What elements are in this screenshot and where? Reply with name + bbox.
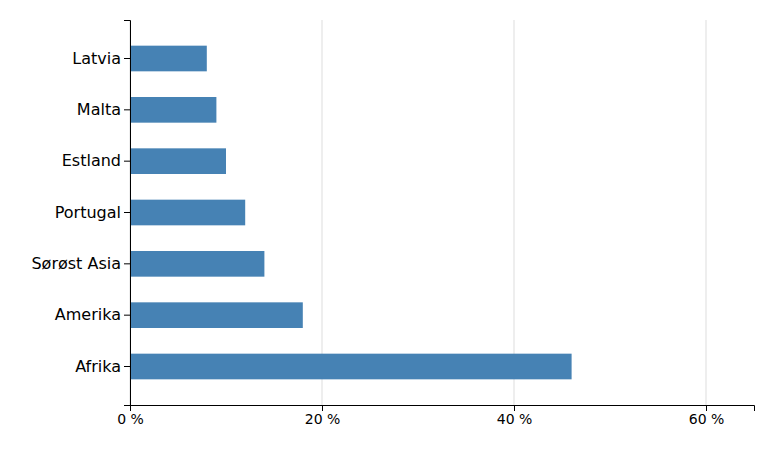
chart-container: 0 % 20 % 40 % 60 % Latvia Malta Estland Portuga…	[0, 0, 784, 450]
y-tick-label: Estland	[62, 151, 121, 170]
x-tick-label: 40 %	[497, 411, 533, 427]
y-tick-mark	[124, 212, 130, 213]
bar	[130, 251, 264, 277]
x-tick-label: 0 %	[117, 411, 144, 427]
x-tick: 0 %	[117, 405, 144, 427]
bar	[130, 148, 226, 174]
y-tick-mark	[124, 109, 130, 110]
bar	[130, 302, 303, 328]
y-tick-mark	[124, 161, 130, 162]
y-tick-label: Sørøst Asia	[31, 254, 121, 273]
y-axis: Latvia Malta Estland Portugal Sørøst Asia Ame…	[31, 21, 130, 406]
x-tick: 60 %	[689, 405, 725, 427]
x-tick-label: 20 %	[305, 411, 341, 427]
x-axis-line	[131, 406, 755, 412]
y-tick-label: Latvia	[72, 49, 121, 68]
y-tick: Estland	[62, 151, 130, 170]
grid	[130, 20, 706, 405]
grid-line	[322, 20, 323, 405]
y-tick: Portugal	[55, 203, 130, 222]
bar	[130, 46, 207, 72]
y-tick-label: Portugal	[55, 203, 121, 222]
y-tick: Sørøst Asia	[31, 254, 130, 273]
y-tick-mark	[124, 58, 130, 59]
plot-area: 0 % 20 % 40 % 60 % Latvia Malta Estland Portuga…	[31, 20, 754, 427]
y-tick-label: Malta	[77, 100, 121, 119]
bar	[130, 200, 245, 226]
y-tick: Afrika	[75, 357, 130, 376]
x-axis: 0 % 20 % 40 % 60 %	[117, 405, 754, 427]
y-tick-mark	[124, 366, 130, 367]
x-tick: 40 %	[497, 405, 533, 427]
y-tick: Amerika	[55, 305, 130, 324]
bar	[130, 354, 572, 380]
grid-line	[514, 20, 515, 405]
y-tick-mark	[124, 315, 130, 316]
y-tick-label: Amerika	[55, 305, 121, 324]
y-tick-label: Afrika	[75, 357, 121, 376]
y-tick: Latvia	[72, 49, 130, 68]
x-tick: 20 %	[305, 405, 341, 427]
bar	[130, 97, 216, 123]
x-tick-label: 60 %	[689, 411, 725, 427]
y-tick: Malta	[77, 100, 130, 119]
y-tick-mark	[124, 263, 130, 264]
chart-svg: 0 % 20 % 40 % 60 % Latvia Malta Estland Portuga…	[0, 0, 784, 450]
bars	[130, 46, 572, 380]
y-axis-line	[124, 21, 131, 406]
grid-line	[706, 20, 707, 405]
